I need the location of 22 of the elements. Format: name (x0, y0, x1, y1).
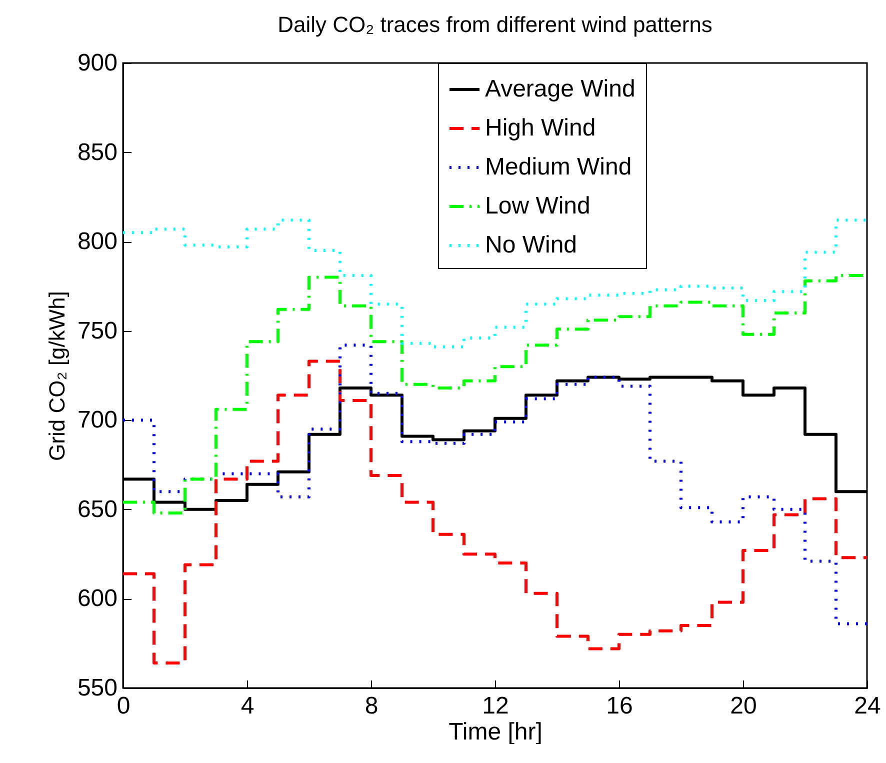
y-tick-label: 800 (77, 228, 118, 256)
legend-label: High Wind (485, 114, 596, 142)
x-tick-label: 20 (730, 692, 757, 720)
legend-label: Average Wind (485, 76, 636, 102)
x-tick-label: 16 (606, 692, 633, 720)
x-tick-label: 24 (854, 692, 881, 720)
y-axis-title: Grid CO₂ [g/kWh] (44, 291, 70, 461)
x-tick-label: 0 (116, 692, 130, 720)
y-tick-label: 550 (77, 674, 118, 702)
x-tick-label: 4 (240, 692, 254, 720)
legend-label: Medium Wind (485, 154, 632, 180)
y-tick-label: 600 (77, 585, 118, 612)
y-tick-label: 850 (77, 138, 118, 166)
legend-label: No Wind (485, 232, 578, 258)
y-tick-label: 750 (77, 317, 118, 344)
y-tick-label: 650 (77, 496, 118, 523)
x-tick-label: 12 (482, 692, 509, 720)
legend-label: Low Wind (485, 192, 590, 220)
x-tick-label: 8 (364, 692, 378, 720)
chart-title: Daily CO₂ traces from different wind patterns (278, 12, 712, 37)
y-tick-label: 900 (77, 50, 118, 76)
y-tick-label: 700 (77, 406, 118, 434)
